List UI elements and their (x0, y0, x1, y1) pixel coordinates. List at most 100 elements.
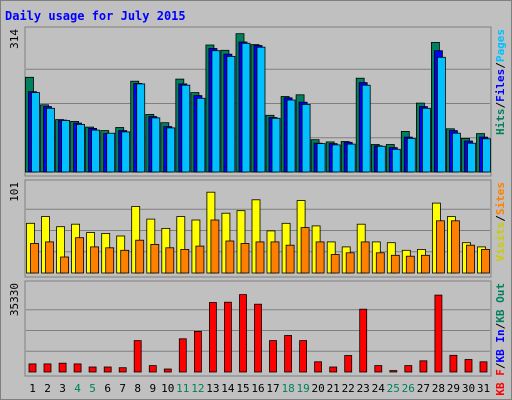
bar (299, 340, 308, 373)
bar (435, 220, 445, 274)
x-tick-label: 25 (387, 382, 400, 395)
bar (45, 241, 54, 274)
legend-entry: / (494, 322, 507, 329)
legend-entry: Sites (494, 182, 507, 215)
x-tick-label: 15 (236, 382, 249, 395)
bar (361, 84, 371, 173)
legend-entry: Hits (494, 109, 507, 136)
legend-entry: Pages (494, 29, 507, 62)
bar (165, 247, 175, 274)
bar (345, 252, 355, 274)
bar (271, 117, 281, 173)
legend-entry: KB Out (494, 283, 507, 323)
bar (61, 120, 70, 173)
bar (150, 243, 160, 274)
bar (103, 366, 112, 373)
bar (136, 83, 146, 173)
bar (46, 107, 55, 173)
series-2-0 (28, 294, 488, 373)
bar (314, 361, 323, 373)
x-tick-label: 16 (251, 382, 264, 395)
x-tick-label: 5 (89, 382, 96, 395)
x-tick-label: 23 (357, 382, 370, 395)
legend-entry: KB F (494, 369, 507, 396)
bar (286, 99, 296, 173)
bar (436, 56, 446, 173)
side-legend: KB F/KB In/KB Out (494, 283, 507, 396)
legend-entry: / (494, 215, 507, 222)
x-tick-label: 11 (176, 382, 189, 395)
legend-entry: KB In (494, 329, 507, 362)
bar (316, 143, 326, 173)
x-tick-label: 22 (342, 382, 355, 395)
bar (479, 361, 488, 373)
x-tick-label: 30 (462, 382, 475, 395)
y-max-label: 101 (8, 182, 21, 202)
bar (163, 368, 172, 373)
bar (73, 363, 82, 373)
bar (105, 247, 115, 274)
y-max-label: 314 (8, 29, 21, 49)
bar (88, 366, 97, 373)
series-1-1 (30, 219, 490, 274)
x-tick-label: 1 (29, 382, 36, 395)
panel-middle: 101 Visits/Sites (8, 179, 507, 278)
bar (43, 363, 52, 373)
bar (106, 132, 116, 173)
x-tick-label: 12 (191, 382, 204, 395)
bar (180, 248, 190, 274)
bar (118, 367, 127, 373)
x-tick-label: 17 (266, 382, 279, 395)
x-tick-label: 3 (59, 382, 66, 395)
bar (481, 248, 490, 274)
bar (300, 227, 310, 274)
legend-entry: Files (494, 69, 507, 102)
x-tick-label: 20 (311, 382, 324, 395)
bar (76, 124, 85, 173)
bar (376, 145, 386, 173)
bar (346, 143, 356, 173)
bar (344, 355, 353, 373)
x-tick-label: 9 (149, 382, 156, 395)
bar (135, 239, 145, 274)
bar (223, 301, 232, 373)
bar (120, 249, 130, 274)
x-tick-label: 29 (447, 382, 460, 395)
bar (239, 294, 247, 373)
bar (405, 255, 415, 274)
bar (466, 244, 475, 274)
bar (133, 340, 142, 373)
x-tick-label: 19 (296, 382, 309, 395)
bar (451, 132, 461, 173)
bar (374, 365, 383, 373)
bar (467, 142, 476, 173)
bar (60, 256, 69, 274)
series-0-2 (31, 42, 491, 173)
bar (90, 246, 99, 274)
bar (241, 42, 251, 173)
bar (285, 244, 295, 274)
bar (121, 131, 131, 173)
bar (390, 254, 400, 274)
bar (91, 129, 100, 173)
x-tick-label: 26 (402, 382, 415, 395)
x-tick-label: 7 (119, 382, 126, 395)
bar (28, 363, 37, 373)
x-tick-label: 6 (104, 382, 111, 395)
bar (225, 240, 235, 274)
bar (255, 241, 265, 274)
x-tick-label: 24 (372, 382, 386, 395)
bar (256, 46, 266, 173)
chart-title: Daily usage for July 2015 (5, 9, 186, 23)
bar (391, 148, 401, 173)
bar (193, 330, 202, 373)
bar (196, 97, 206, 173)
bar (31, 92, 40, 173)
legend-entry: / (494, 362, 507, 369)
bar (449, 354, 458, 373)
x-tick-label: 2 (44, 382, 51, 395)
x-tick-label: 28 (432, 382, 445, 395)
